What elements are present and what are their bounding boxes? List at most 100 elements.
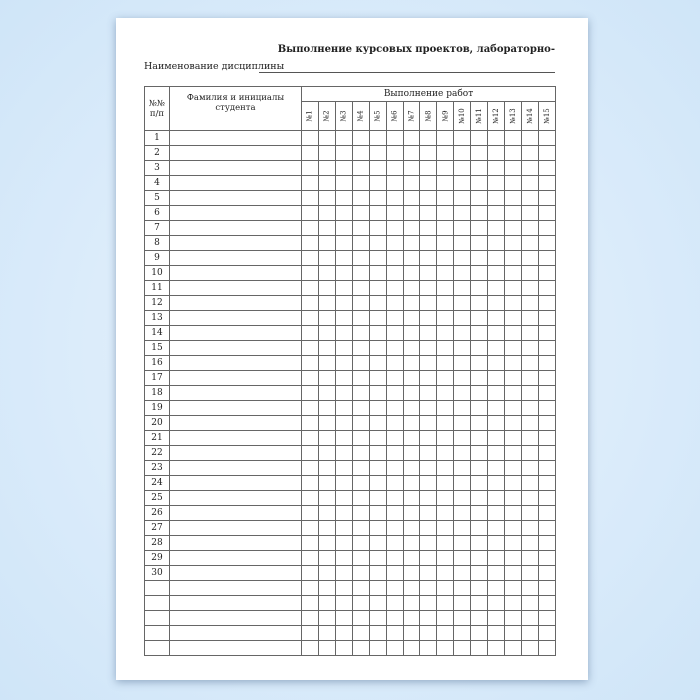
student-name-cell[interactable] — [169, 145, 302, 161]
work-cell[interactable] — [334, 340, 353, 356]
work-cell[interactable] — [385, 265, 404, 281]
work-cell[interactable] — [453, 460, 472, 476]
work-cell[interactable] — [351, 460, 370, 476]
work-cell[interactable] — [385, 565, 404, 581]
work-cell[interactable] — [436, 520, 455, 536]
work-cell[interactable] — [470, 505, 489, 521]
work-cell[interactable] — [487, 625, 506, 641]
work-cell[interactable] — [470, 340, 489, 356]
work-cell[interactable] — [351, 565, 370, 581]
work-cell[interactable] — [436, 325, 455, 341]
work-cell[interactable] — [368, 430, 387, 446]
work-cell[interactable] — [334, 310, 353, 326]
work-cell[interactable] — [402, 430, 421, 446]
work-cell[interactable] — [317, 430, 336, 446]
work-cell[interactable] — [368, 310, 387, 326]
work-cell[interactable] — [351, 625, 370, 641]
work-cell[interactable] — [487, 280, 506, 296]
work-cell[interactable] — [402, 145, 421, 161]
work-cell[interactable] — [487, 190, 506, 206]
work-cell[interactable] — [537, 205, 557, 221]
work-cell[interactable] — [537, 280, 557, 296]
work-cell[interactable] — [453, 160, 472, 176]
work-cell[interactable] — [453, 325, 472, 341]
work-cell[interactable] — [436, 640, 455, 656]
work-cell[interactable] — [317, 610, 336, 626]
work-cell[interactable] — [487, 535, 506, 551]
work-cell[interactable] — [453, 595, 472, 611]
work-cell[interactable] — [317, 535, 336, 551]
work-cell[interactable] — [470, 145, 489, 161]
work-cell[interactable] — [402, 175, 421, 191]
work-cell[interactable] — [317, 325, 336, 341]
work-cell[interactable] — [368, 535, 387, 551]
work-cell[interactable] — [487, 205, 506, 221]
work-cell[interactable] — [537, 340, 557, 356]
work-cell[interactable] — [334, 265, 353, 281]
work-cell[interactable] — [351, 475, 370, 491]
work-cell[interactable] — [487, 415, 506, 431]
work-cell[interactable] — [351, 490, 370, 506]
student-name-cell[interactable] — [169, 130, 302, 146]
work-cell[interactable] — [351, 250, 370, 266]
work-cell[interactable] — [453, 175, 472, 191]
work-cell[interactable] — [385, 190, 404, 206]
student-name-cell[interactable] — [169, 370, 302, 386]
work-cell[interactable] — [520, 580, 539, 596]
work-cell[interactable] — [402, 295, 421, 311]
work-cell[interactable] — [520, 145, 539, 161]
work-cell[interactable] — [419, 430, 438, 446]
work-cell[interactable] — [436, 445, 455, 461]
work-cell[interactable] — [334, 160, 353, 176]
work-cell[interactable] — [334, 415, 353, 431]
work-cell[interactable] — [368, 460, 387, 476]
work-cell[interactable] — [470, 535, 489, 551]
student-name-cell[interactable] — [169, 325, 302, 341]
work-cell[interactable] — [504, 235, 522, 251]
work-cell[interactable] — [317, 625, 336, 641]
work-cell[interactable] — [402, 640, 421, 656]
work-cell[interactable] — [419, 535, 438, 551]
work-cell[interactable] — [487, 325, 506, 341]
work-cell[interactable] — [317, 475, 336, 491]
work-cell[interactable] — [301, 490, 319, 506]
work-cell[interactable] — [317, 415, 336, 431]
work-cell[interactable] — [487, 145, 506, 161]
work-cell[interactable] — [402, 340, 421, 356]
work-cell[interactable] — [470, 250, 489, 266]
work-cell[interactable] — [385, 250, 404, 266]
work-cell[interactable] — [368, 640, 387, 656]
work-cell[interactable] — [301, 505, 319, 521]
student-name-cell[interactable] — [169, 580, 302, 596]
work-cell[interactable] — [419, 355, 438, 371]
work-cell[interactable] — [368, 475, 387, 491]
work-cell[interactable] — [419, 295, 438, 311]
work-cell[interactable] — [334, 520, 353, 536]
work-cell[interactable] — [368, 280, 387, 296]
work-cell[interactable] — [537, 250, 557, 266]
work-cell[interactable] — [504, 565, 522, 581]
work-cell[interactable] — [487, 610, 506, 626]
work-cell[interactable] — [520, 340, 539, 356]
work-cell[interactable] — [402, 190, 421, 206]
work-cell[interactable] — [419, 340, 438, 356]
work-cell[interactable] — [368, 490, 387, 506]
work-cell[interactable] — [351, 610, 370, 626]
work-cell[interactable] — [487, 520, 506, 536]
work-cell[interactable] — [436, 565, 455, 581]
work-cell[interactable] — [385, 475, 404, 491]
work-cell[interactable] — [504, 175, 522, 191]
work-cell[interactable] — [470, 280, 489, 296]
work-cell[interactable] — [317, 580, 336, 596]
work-cell[interactable] — [453, 385, 472, 401]
work-cell[interactable] — [520, 400, 539, 416]
work-cell[interactable] — [487, 550, 506, 566]
work-cell[interactable] — [402, 130, 421, 146]
work-cell[interactable] — [470, 430, 489, 446]
work-cell[interactable] — [385, 430, 404, 446]
work-cell[interactable] — [317, 235, 336, 251]
work-cell[interactable] — [419, 475, 438, 491]
work-cell[interactable] — [537, 355, 557, 371]
work-cell[interactable] — [351, 130, 370, 146]
work-cell[interactable] — [334, 235, 353, 251]
